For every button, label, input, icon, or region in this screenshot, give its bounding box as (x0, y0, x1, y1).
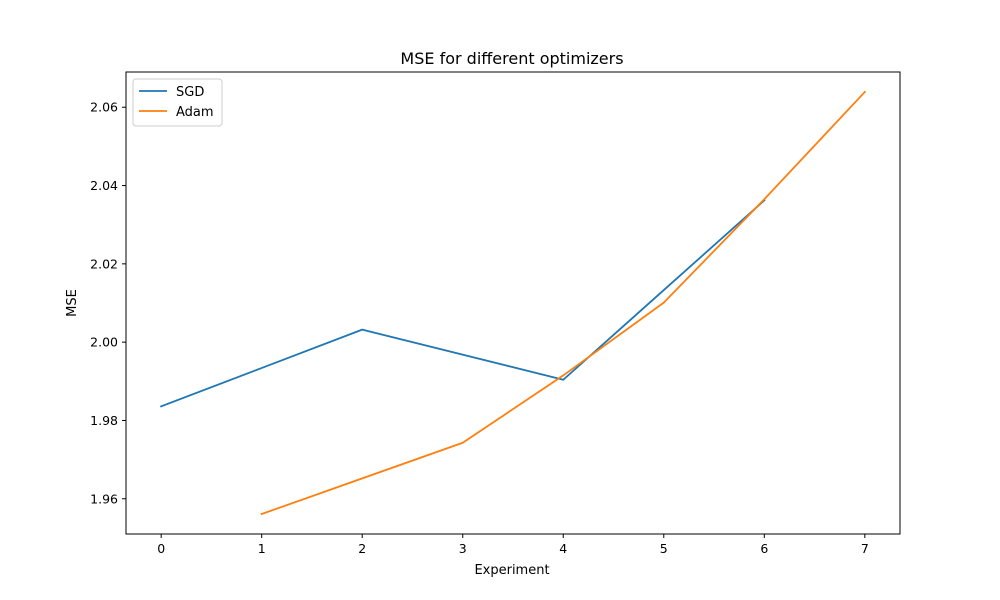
axis-ticks: 0 1 2 3 4 5 6 7 1.96 1.98 2.00 2.02 2.04 2.06 (90, 100, 869, 556)
y-tick-label: 2.02 (90, 256, 118, 271)
x-tick-label: 7 (861, 541, 869, 556)
data-point-adam (662, 301, 665, 304)
plot-frame (125, 71, 901, 535)
data-point-sgd (160, 405, 163, 408)
legend-label-adam: Adam (176, 105, 214, 120)
data-point-sgd (562, 378, 565, 381)
chart-title: MSE for different optimizers (400, 49, 623, 68)
x-tick-label: 6 (760, 541, 768, 556)
legend: SGD Adam (132, 78, 223, 127)
data-point-adam (863, 91, 866, 93)
y-axis-label: MSE (65, 289, 80, 317)
data-point-adam (461, 441, 464, 444)
data-point-adam (260, 513, 263, 515)
series-line-adam (260, 90, 867, 516)
y-tick-label: 2.06 (90, 100, 118, 115)
x-tick-label: 5 (660, 541, 668, 556)
x-axis-label: Experiment (474, 563, 549, 578)
y-tick-label: 1.98 (90, 413, 118, 428)
y-tick-label: 2.04 (90, 178, 118, 193)
x-tick-label: 1 (258, 541, 266, 556)
data-point-adam (763, 198, 766, 201)
y-tick-label: 2.00 (90, 335, 118, 350)
legend-label-sgd: SGD (176, 85, 204, 100)
data-point-adam (562, 374, 565, 377)
x-tick-label: 2 (358, 541, 366, 556)
series-layer (160, 90, 867, 516)
data-point-sgd (361, 328, 364, 331)
x-tick-label: 4 (559, 541, 567, 556)
y-tick-label: 1.96 (90, 491, 118, 506)
x-tick-label: 3 (459, 541, 467, 556)
series-line-sgd (160, 199, 766, 408)
x-tick-label: 0 (157, 541, 165, 556)
